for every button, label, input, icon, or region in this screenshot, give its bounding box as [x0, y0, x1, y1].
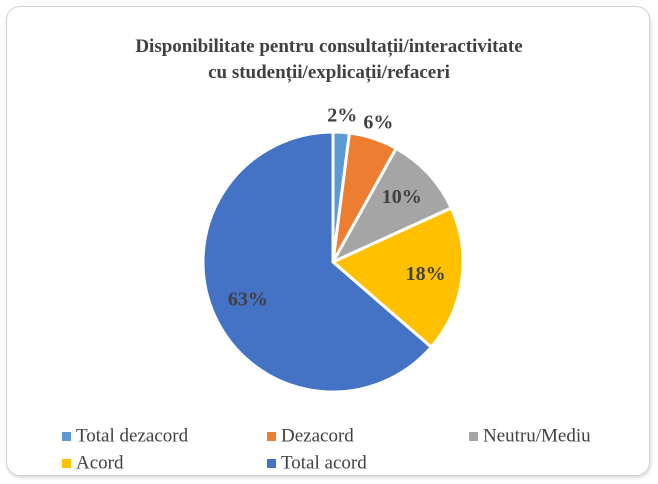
chart-title: Disponibilitate pentru consultații/inter… [135, 36, 523, 83]
legend-swatch [267, 432, 276, 441]
legend-swatch [62, 459, 71, 468]
legend-swatch [62, 432, 71, 441]
pie-slice [329, 146, 454, 266]
pie-slice [201, 130, 434, 394]
legend-label: Total acord [281, 452, 367, 473]
data-label: 10% [382, 186, 422, 208]
data-label: 6% [363, 111, 393, 133]
legend-label: Total dezacord [76, 425, 189, 446]
legend-label: Acord [76, 452, 124, 473]
pie-slice [330, 206, 465, 350]
chart-frame [6, 6, 650, 476]
data-label: 18% [406, 263, 446, 285]
legend-swatch [469, 432, 478, 441]
legend-label: Neutru/Mediu [483, 425, 591, 446]
legend-label: Dezacord [281, 425, 354, 446]
data-label: 63% [228, 288, 268, 310]
data-label: 2% [327, 104, 357, 126]
legend-swatch [267, 459, 276, 468]
